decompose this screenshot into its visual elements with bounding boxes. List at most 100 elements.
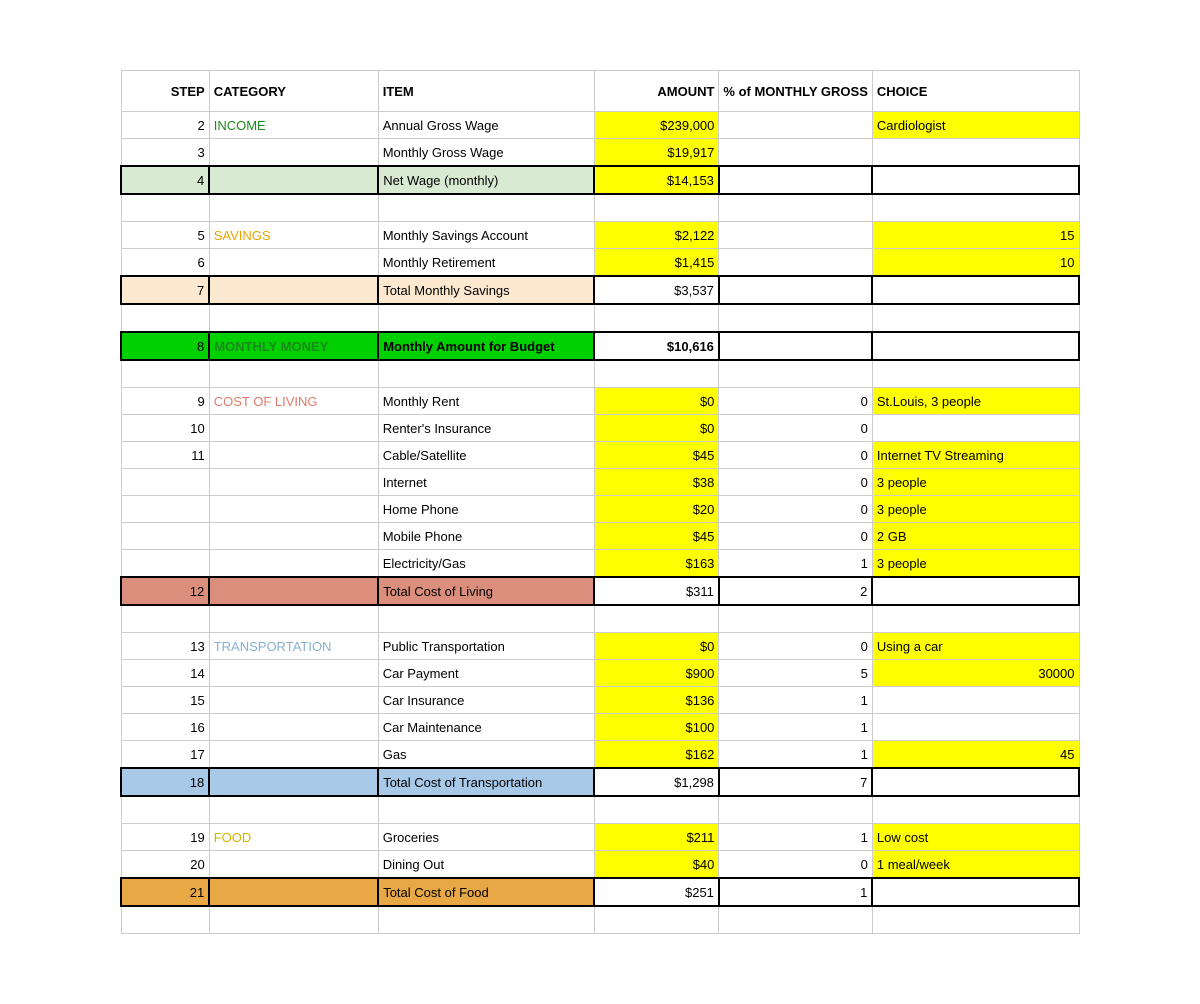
table-row: Electricity/Gas$16313 people (121, 550, 1079, 578)
table-row (121, 194, 1079, 222)
cell (209, 139, 378, 167)
cell: 1 meal/week (872, 851, 1079, 879)
header-step: STEP (121, 71, 209, 112)
table-row (121, 796, 1079, 824)
cell (121, 523, 209, 550)
cell (719, 222, 872, 249)
cell: Low cost (872, 824, 1079, 851)
cell: SAVINGS (209, 222, 378, 249)
table-row: Internet$3803 people (121, 469, 1079, 496)
cell: 1 (719, 824, 872, 851)
cell: $1,298 (594, 768, 719, 796)
cell (594, 360, 719, 388)
cell (594, 194, 719, 222)
cell: Internet TV Streaming (872, 442, 1079, 469)
table-row: Mobile Phone$4502 GB (121, 523, 1079, 550)
cell: $2,122 (594, 222, 719, 249)
cell (209, 796, 378, 824)
table-row: 19FOODGroceries$2111Low cost (121, 824, 1079, 851)
cell (209, 360, 378, 388)
cell (209, 249, 378, 277)
table-row: 8MONTHLY MONEYMonthly Amount for Budget$… (121, 332, 1079, 360)
cell: 0 (719, 415, 872, 442)
cell (209, 768, 378, 796)
cell: 3 people (872, 550, 1079, 578)
cell (719, 360, 872, 388)
cell: Car Insurance (378, 687, 594, 714)
cell: 4 (121, 166, 209, 194)
cell: $14,153 (594, 166, 719, 194)
cell (209, 550, 378, 578)
cell: Monthly Amount for Budget (378, 332, 594, 360)
cell: 2 (121, 112, 209, 139)
header-amount: AMOUNT (594, 71, 719, 112)
cell (209, 878, 378, 906)
table-row (121, 605, 1079, 633)
cell (719, 139, 872, 167)
cell (872, 906, 1079, 934)
cell (594, 304, 719, 332)
cell (872, 360, 1079, 388)
cell: 3 people (872, 469, 1079, 496)
cell (209, 851, 378, 879)
cell: 13 (121, 633, 209, 660)
cell (872, 768, 1079, 796)
cell (872, 276, 1079, 304)
cell: $163 (594, 550, 719, 578)
cell: Electricity/Gas (378, 550, 594, 578)
cell: $311 (594, 577, 719, 605)
cell: $20 (594, 496, 719, 523)
cell (872, 714, 1079, 741)
cell (121, 906, 209, 934)
cell (209, 194, 378, 222)
cell: $10,616 (594, 332, 719, 360)
cell: 0 (719, 442, 872, 469)
cell: Groceries (378, 824, 594, 851)
cell: Home Phone (378, 496, 594, 523)
cell: 15 (872, 222, 1079, 249)
table-row: 14Car Payment$900530000 (121, 660, 1079, 687)
table-row (121, 304, 1079, 332)
cell: 5 (719, 660, 872, 687)
cell: St.Louis, 3 people (872, 388, 1079, 415)
cell: Renter's Insurance (378, 415, 594, 442)
cell: $19,917 (594, 139, 719, 167)
cell: 10 (121, 415, 209, 442)
cell: 0 (719, 496, 872, 523)
cell: Gas (378, 741, 594, 769)
cell: 0 (719, 523, 872, 550)
cell (872, 415, 1079, 442)
cell: Dining Out (378, 851, 594, 879)
cell (719, 332, 872, 360)
table-row: 12Total Cost of Living$3112 (121, 577, 1079, 605)
cell (872, 166, 1079, 194)
cell: 5 (121, 222, 209, 249)
cell: 1 (719, 550, 872, 578)
table-row: 4Net Wage (monthly)$14,153 (121, 166, 1079, 194)
table-row: 2INCOMEAnnual Gross Wage$239,000Cardiolo… (121, 112, 1079, 139)
table-row: 21Total Cost of Food$2511 (121, 878, 1079, 906)
table-row: 3Monthly Gross Wage$19,917 (121, 139, 1079, 167)
cell (209, 442, 378, 469)
cell: Monthly Retirement (378, 249, 594, 277)
cell: 10 (872, 249, 1079, 277)
cell: 1 (719, 741, 872, 769)
cell: 16 (121, 714, 209, 741)
table-row: Home Phone$2003 people (121, 496, 1079, 523)
cell (719, 249, 872, 277)
cell: $0 (594, 388, 719, 415)
cell (719, 906, 872, 934)
cell (872, 332, 1079, 360)
cell: TRANSPORTATION (209, 633, 378, 660)
cell (209, 523, 378, 550)
cell: $239,000 (594, 112, 719, 139)
table-row: 15Car Insurance$1361 (121, 687, 1079, 714)
cell: 45 (872, 741, 1079, 769)
cell (121, 194, 209, 222)
cell (378, 906, 594, 934)
table-row: 18Total Cost of Transportation$1,2987 (121, 768, 1079, 796)
cell (121, 496, 209, 523)
cell (209, 166, 378, 194)
header-item: ITEM (378, 71, 594, 112)
cell (209, 577, 378, 605)
